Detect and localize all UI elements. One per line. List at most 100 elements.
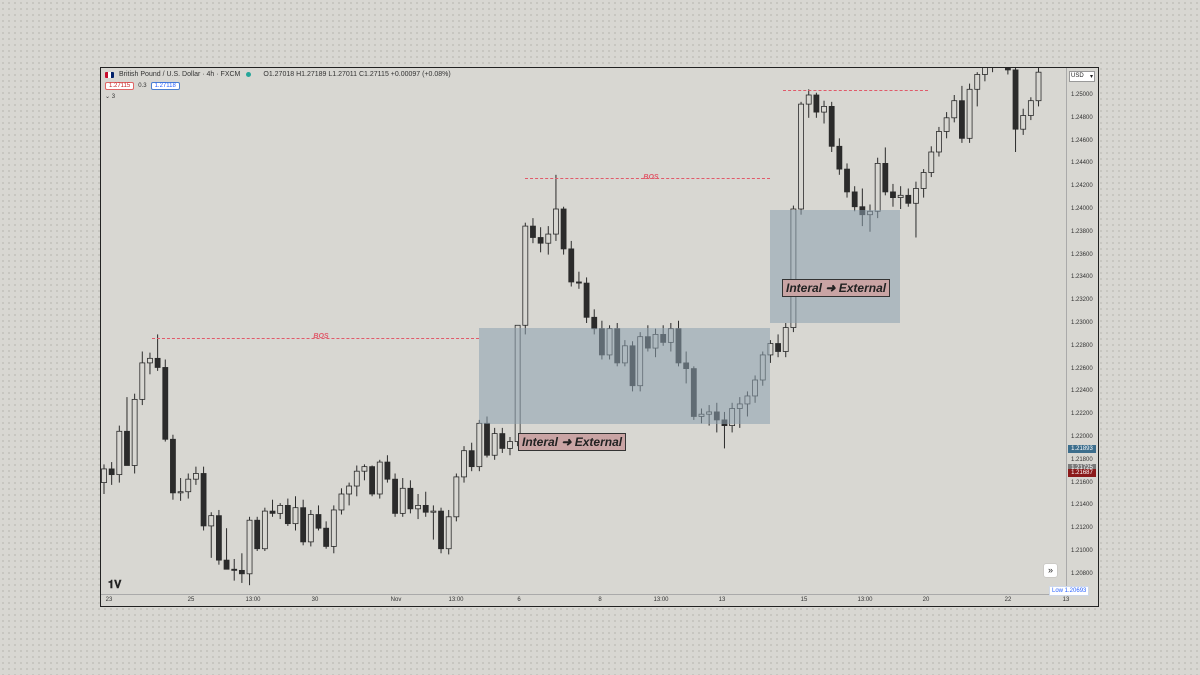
candle[interactable]	[805, 89, 812, 118]
candle[interactable]	[982, 68, 988, 82]
candle[interactable]	[231, 558, 238, 581]
candle[interactable]	[422, 491, 429, 517]
candle[interactable]	[369, 465, 376, 497]
candle[interactable]	[430, 505, 437, 540]
candle[interactable]	[154, 334, 161, 371]
candle[interactable]	[300, 499, 307, 546]
candle[interactable]	[951, 95, 958, 123]
candle[interactable]	[269, 499, 276, 517]
candle[interactable]	[836, 138, 843, 175]
candle[interactable]	[124, 397, 130, 466]
chart-window[interactable]: Interal ➜ External Interal ➜ External BO…	[100, 67, 1099, 607]
candle[interactable]	[507, 437, 513, 456]
buy-price-button[interactable]: 1.27118	[150, 82, 180, 90]
candle[interactable]	[966, 83, 973, 143]
candle[interactable]	[147, 352, 153, 375]
candle[interactable]	[261, 507, 268, 551]
candle[interactable]	[223, 528, 230, 570]
candle[interactable]	[392, 473, 398, 517]
candle[interactable]	[438, 507, 444, 554]
zone-2[interactable]	[770, 210, 900, 323]
candle[interactable]	[193, 466, 199, 485]
candle[interactable]	[491, 427, 498, 460]
candle[interactable]	[974, 72, 981, 107]
candle[interactable]	[453, 473, 460, 522]
symbol-title[interactable]: British Pound / U.S. Dollar · 4h · FXCM	[119, 71, 241, 78]
candle[interactable]	[346, 482, 353, 506]
scroll-to-realtime-icon[interactable]: »	[1044, 564, 1057, 577]
candle[interactable]	[576, 271, 582, 289]
candle[interactable]	[537, 227, 544, 253]
candle[interactable]	[330, 505, 337, 554]
candle[interactable]	[813, 92, 820, 118]
candle[interactable]	[353, 465, 360, 497]
candle[interactable]	[553, 174, 559, 241]
candle[interactable]	[890, 183, 896, 207]
candle[interactable]	[913, 181, 919, 238]
candle[interactable]	[162, 359, 169, 442]
candle[interactable]	[545, 226, 552, 255]
candle[interactable]	[323, 521, 330, 549]
candle[interactable]	[216, 509, 222, 565]
candle[interactable]	[415, 494, 421, 520]
candle[interactable]	[821, 100, 827, 124]
candle[interactable]	[238, 553, 245, 583]
indicators-toggle[interactable]: ⌄ 3	[105, 93, 451, 100]
candle[interactable]	[208, 512, 215, 558]
candle[interactable]	[1027, 97, 1034, 121]
sell-price-button[interactable]: 1.27115	[105, 82, 135, 90]
candle[interactable]	[246, 516, 253, 586]
candle[interactable]	[798, 101, 804, 215]
tradingview-logo[interactable]: 𝟏𝐕	[108, 578, 122, 591]
candle[interactable]	[116, 425, 123, 483]
candle[interactable]	[315, 505, 322, 531]
candle[interactable]	[920, 169, 927, 198]
time-scale[interactable]: 23 25 13:00 30 Nov 13:00 6 8 13:00 13 15 13:00 20 22 1…	[101, 594, 1069, 606]
candle[interactable]	[943, 112, 950, 139]
candle[interactable]	[583, 277, 590, 323]
price-scale[interactable]: USD ▾ 1.25000 1.24800 1.24600 1.24400 1.2420…	[1066, 68, 1098, 594]
candle[interactable]	[185, 473, 192, 499]
candle[interactable]	[990, 68, 995, 73]
candle[interactable]	[468, 442, 475, 472]
candle[interactable]	[476, 419, 483, 472]
candle[interactable]	[1035, 68, 1042, 107]
candle[interactable]	[445, 509, 452, 555]
candle[interactable]	[361, 464, 368, 481]
bos-line-2[interactable]	[525, 178, 770, 179]
candle[interactable]	[1020, 108, 1027, 135]
candle[interactable]	[828, 101, 835, 152]
candle[interactable]	[499, 427, 506, 453]
candle[interactable]	[522, 222, 529, 335]
bos-line-1[interactable]	[152, 338, 479, 339]
candle[interactable]	[407, 480, 414, 514]
candle[interactable]	[844, 163, 850, 198]
candle[interactable]	[254, 516, 261, 551]
candle[interactable]	[108, 462, 115, 485]
candle[interactable]	[936, 126, 942, 157]
candle[interactable]	[882, 147, 889, 196]
candle[interactable]	[851, 186, 858, 212]
candle[interactable]	[775, 334, 781, 358]
candle[interactable]	[1012, 68, 1019, 152]
candle[interactable]	[131, 393, 138, 474]
candle[interactable]	[905, 188, 912, 207]
candle[interactable]	[139, 351, 146, 406]
candle[interactable]	[897, 186, 904, 209]
bos-line-3[interactable]	[783, 90, 928, 91]
zone-1[interactable]	[479, 328, 770, 424]
candle[interactable]	[959, 85, 965, 143]
candle[interactable]	[177, 478, 184, 501]
currency-selector[interactable]: USD ▾	[1069, 71, 1095, 82]
zone-2-label[interactable]: Interal ➜ External	[782, 279, 891, 297]
candle[interactable]	[568, 240, 575, 287]
candle[interactable]	[284, 498, 291, 526]
candle[interactable]	[461, 446, 467, 483]
candle[interactable]	[560, 206, 567, 255]
candle[interactable]	[1004, 68, 1011, 75]
plot-area[interactable]: Interal ➜ External Interal ➜ External BO…	[101, 68, 1066, 594]
candle[interactable]	[928, 146, 935, 178]
symbol-legend[interactable]: British Pound / U.S. Dollar · 4h · FXCM …	[105, 71, 451, 100]
candle[interactable]	[338, 488, 345, 515]
candle[interactable]	[530, 218, 536, 244]
